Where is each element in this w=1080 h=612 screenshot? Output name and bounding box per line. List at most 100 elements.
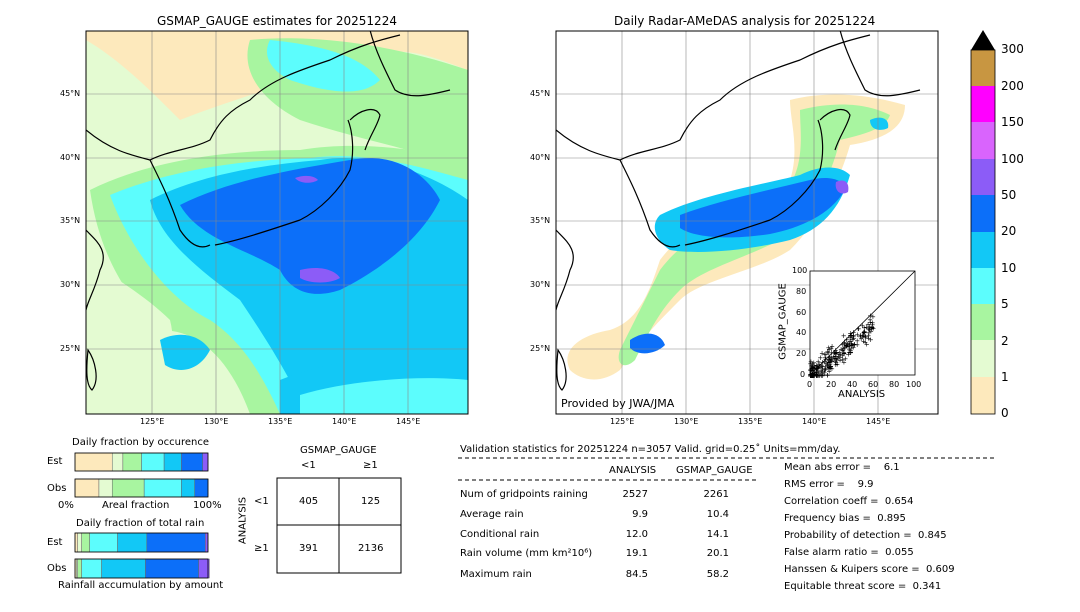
scatter-point: + <box>841 332 847 340</box>
scatter-point: + <box>810 364 816 372</box>
scatter-point: + <box>851 332 857 340</box>
scatter-point: + <box>823 365 829 373</box>
scatter-point: + <box>811 359 817 367</box>
scatter-point: + <box>822 354 828 362</box>
scatter-point: + <box>814 372 820 380</box>
scatter-point: + <box>808 372 814 380</box>
scatter-point: + <box>828 354 834 362</box>
validation-row-analysis: 2527 <box>622 489 648 500</box>
scatter-point: + <box>841 358 847 366</box>
scatter-point: + <box>828 357 834 365</box>
scatter-point: + <box>869 325 875 333</box>
scatter-xtick-20: 20 <box>826 380 837 389</box>
total-rain-est-segment <box>74 532 78 553</box>
scatter-point: + <box>808 367 814 375</box>
score-rms: RMS error = 9.9 <box>784 479 874 490</box>
scatter-point: + <box>835 354 841 362</box>
scatter-point: + <box>811 366 817 374</box>
scatter-point: + <box>828 364 834 372</box>
right-lon-label-125: 125°E <box>610 417 635 426</box>
scatter-point: + <box>826 344 832 352</box>
scatter-point: + <box>811 372 817 380</box>
scatter-point: + <box>809 369 815 377</box>
scatter-point: + <box>809 362 815 370</box>
scatter-point: + <box>827 353 833 361</box>
scatter-point: + <box>848 331 854 339</box>
scatter-point: + <box>809 368 815 376</box>
scatter-point: + <box>814 361 820 369</box>
scatter-point: + <box>826 345 832 353</box>
scatter-point: + <box>869 319 875 327</box>
contingency-cell-ge-ge: 2136 <box>358 543 384 554</box>
scatter-point: + <box>837 357 843 365</box>
scatter-point: + <box>814 372 820 380</box>
colorbar-label-50: 50 <box>1001 188 1017 202</box>
scatter-point: + <box>828 357 834 365</box>
occurrence-axis-left: 0% <box>58 500 74 511</box>
scatter-point: + <box>866 335 872 343</box>
scatter-point: + <box>847 342 853 350</box>
total-rain-est-segment <box>81 532 90 553</box>
scatter-point: + <box>843 341 849 349</box>
scatter-point: + <box>867 319 873 327</box>
right-lon-label-135: 135°E <box>738 417 763 426</box>
right-lat-label-30: 30°N <box>530 280 551 289</box>
scatter-point: + <box>808 372 814 380</box>
scatter-point: + <box>854 337 860 345</box>
scatter-point: + <box>826 364 832 372</box>
scatter-point: + <box>809 372 815 380</box>
scatter-point: + <box>832 352 838 360</box>
occurrence-est-segment <box>74 452 113 472</box>
scatter-point: + <box>818 367 824 375</box>
occurrence-obs-segment <box>74 478 100 498</box>
occurrence-axis-mid: Areal fraction <box>102 500 170 511</box>
scatter-point: + <box>849 339 855 347</box>
scatter-point: + <box>866 329 872 337</box>
scatter-point: + <box>822 366 828 374</box>
scatter-point: + <box>809 372 815 380</box>
scatter-point: + <box>816 372 822 380</box>
scatter-point: + <box>811 364 817 372</box>
scatter-point: + <box>825 361 831 369</box>
scatter-point: + <box>834 348 840 356</box>
scatter-point: + <box>821 369 827 377</box>
right-lon-label-130: 130°E <box>674 417 699 426</box>
left-lon-label-135: 135°E <box>268 417 293 426</box>
scatter-point: + <box>850 344 856 352</box>
left-map-frame <box>85 30 469 415</box>
scatter-point: + <box>810 372 816 380</box>
scatter-point: + <box>854 331 860 339</box>
scatter-point: + <box>817 363 823 371</box>
scatter-point: + <box>867 312 873 320</box>
colorbar-label-300: 300 <box>1001 42 1024 56</box>
scatter-plot: +++ +++++++++++++++++++++++++ +++ ++++++ +++… <box>808 270 916 380</box>
scatter-point: + <box>861 327 867 335</box>
scatter-ytick-0: 0 <box>800 370 806 379</box>
scatter-point: + <box>870 313 876 321</box>
scatter-point: + <box>820 365 826 373</box>
scatter-point: + <box>808 372 814 380</box>
scatter-point: + <box>827 358 833 366</box>
colorbar-seg-5 <box>971 195 995 232</box>
scatter-point: + <box>826 365 832 373</box>
score-mae: Mean abs error = 6.1 <box>784 462 900 473</box>
scatter-point: + <box>810 372 816 380</box>
validation-header: Validation statistics for 20251224 n=305… <box>460 444 841 455</box>
scatter-point: + <box>813 368 819 376</box>
left-map-precip-field <box>86 31 468 414</box>
validation-row-label: Maximum rain <box>460 569 532 580</box>
scatter-point: + <box>854 341 860 349</box>
occurrence-est-segment <box>181 452 203 472</box>
total-rain-title: Daily fraction of total rain <box>76 518 205 529</box>
scatter-point: + <box>808 372 814 380</box>
scatter-point: + <box>869 324 875 332</box>
scatter-point: + <box>808 372 814 380</box>
occurrence-obs-segment <box>143 478 182 498</box>
total-rain-est-label: Est <box>47 537 63 548</box>
scatter-point: + <box>823 366 829 374</box>
scatter-point: + <box>823 360 829 368</box>
scatter-point: + <box>828 355 834 363</box>
occurrence-obs-segment <box>181 478 195 498</box>
scatter-point: + <box>833 350 839 358</box>
colorbar-extend-arrow <box>971 30 995 50</box>
